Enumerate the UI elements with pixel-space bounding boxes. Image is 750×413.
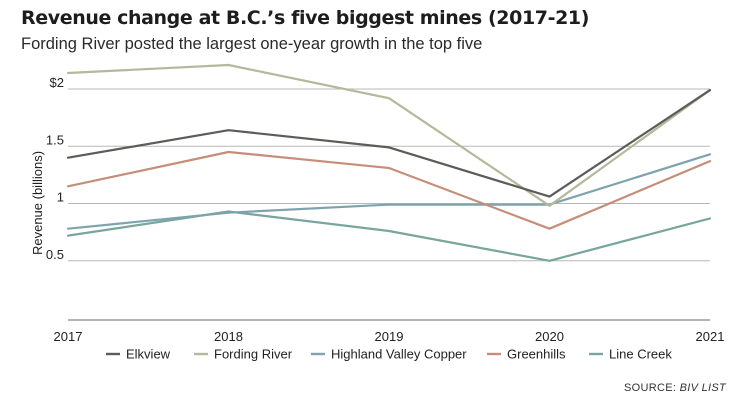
legend-label: Elkview [126, 347, 171, 362]
legend: Elkview Fording River Highland Valley Copp… [106, 347, 672, 362]
legend-label: Highland Valley Copper [331, 347, 467, 362]
x-tick-label: 2019 [375, 329, 404, 344]
legend-label: Fording River [214, 347, 293, 362]
x-tick-label: 2020 [535, 329, 564, 344]
legend-label: Greenhills [507, 347, 566, 362]
legend-label: Line Creek [609, 347, 672, 362]
y-tick-label: 1 [57, 190, 64, 205]
x-tick-label: 2021 [696, 329, 725, 344]
y-tick-label: 0.5 [46, 247, 64, 262]
y-tick-label: 1.5 [46, 132, 64, 147]
y-axis-ticks: $2 1.5 1 0.5 [46, 75, 64, 262]
x-tick-label: 2018 [214, 329, 243, 344]
series-line-elkview [66, 88, 712, 198]
series-line-greenhills [66, 150, 712, 230]
x-axis-ticks: 2017 2018 2019 2020 2021 [54, 329, 725, 344]
series-line-highland-valley-copper [66, 153, 712, 230]
source-note: SOURCE: BIV LIST [624, 382, 726, 394]
source-prefix: SOURCE: [624, 382, 680, 394]
y-tick-label: $2 [50, 75, 64, 90]
source-name: BIV LIST [679, 382, 726, 394]
y-axis-label: Revenue (billions) [30, 151, 45, 255]
chart-title: Revenue change at B.C.’s five biggest mi… [21, 7, 589, 29]
series-lines [66, 63, 712, 262]
series-line-line-creek [66, 210, 712, 262]
series-line-fording-river [66, 63, 712, 207]
chart-subtitle: Fording River posted the largest one-yea… [21, 35, 483, 53]
x-tick-label: 2017 [54, 329, 83, 344]
